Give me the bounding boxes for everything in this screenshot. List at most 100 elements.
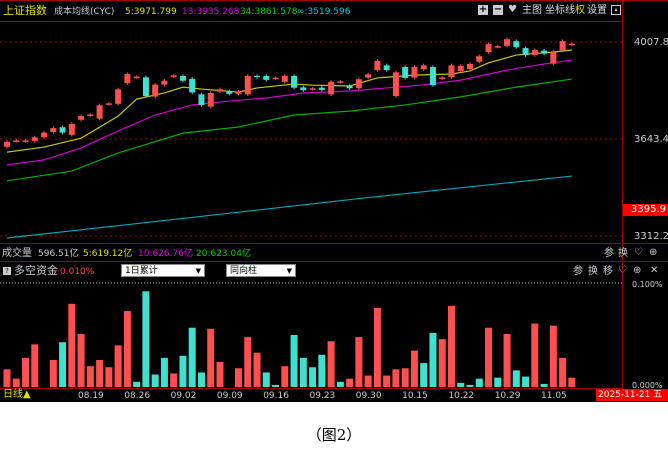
volume-heart-icon[interactable]: ♡ [634,247,643,258]
date-tick-label: 09.02 [170,391,197,401]
volume-switch-button[interactable]: 换 [618,248,628,259]
fund-bar [355,337,363,387]
rights-button[interactable]: 权 [575,5,585,16]
fund-switch-button[interactable]: 换 [588,266,598,277]
fund-bar [299,357,307,387]
date-tick-label: 08.19 [78,391,104,401]
bar-mode-select-value: 同向柱 [230,266,258,276]
candlestick [244,74,251,97]
fund-bar [77,333,85,387]
candlestick [31,135,38,143]
candle-body [541,50,548,54]
candlestick [300,85,307,92]
volume-zoom-icon[interactable]: ⊕ [649,247,658,258]
fund-axis-bottom: 0.000% [632,381,663,390]
candle-body [383,65,390,71]
candle-body [216,89,223,92]
fund-divider [0,261,668,262]
fund-bar [59,342,67,387]
candlestick [235,89,242,96]
volume-value: 596.51亿 [38,249,79,259]
candle-body [504,39,511,46]
fund-bar [485,327,493,387]
candle-body [189,78,196,93]
fund-bar [68,303,76,387]
price-chart[interactable] [0,0,622,243]
candlestick [68,122,75,137]
fund-bar [105,367,113,387]
candlestick [476,54,483,64]
candle-body [522,48,529,56]
fund-bar [123,311,131,387]
fund-bar [86,366,94,387]
candlestick [4,140,10,149]
period-button[interactable]: 日线▲ [3,389,31,400]
fund-params-button[interactable]: 参 [573,266,583,277]
candle-body [152,84,159,97]
date-tick-label: 09.16 [263,391,289,401]
zoom-out-button[interactable]: − [493,4,503,15]
accumulate-select[interactable]: 1日累计 ▼ [121,264,205,277]
fund-bar [401,368,409,387]
indicator-name[interactable]: 成本均线(CYC) [54,7,115,17]
candle-body [31,137,38,141]
weekday: 五 [653,390,663,400]
fund-bar [179,355,187,387]
volume-params-button[interactable]: 参 [604,248,614,259]
fund-bar [549,325,557,387]
fund-bar [457,382,465,387]
fund-zoom-icon[interactable]: ⊕ [633,265,642,276]
date-tick-label: 10.22 [448,391,475,401]
settings-button[interactable]: 设置 [587,5,607,16]
main-chart-button[interactable]: 主图 [522,5,542,16]
candle-body [59,127,66,133]
fund-bar [466,384,474,387]
ma-inf-line [6,175,572,239]
candle-body [96,105,103,119]
help-icon[interactable]: ? [3,267,11,275]
fund-bar [244,337,252,387]
fund-bar [281,366,289,387]
fund-bar [503,333,511,387]
candle-body [4,141,10,147]
candlestick [105,102,112,106]
date-tick-label: 08.26 [124,391,151,401]
fund-bar [429,332,437,387]
candle-body [41,132,48,138]
candlestick [531,48,538,57]
favorite-heart-icon[interactable]: ♥ [508,4,517,15]
candle-body [346,86,353,89]
candlestick [337,80,344,84]
price-label-bottom: 3312.2 [634,231,668,242]
candle-body [235,91,242,94]
fund-bar [216,362,224,387]
axis-line-button[interactable]: 坐标线 [545,5,575,16]
fund-close-icon[interactable]: ✕ [650,265,659,276]
price-label-top: 4007.8 [634,37,668,48]
expand-icon[interactable]: ▴ [611,5,621,15]
candlestick [504,37,511,48]
bar-mode-select[interactable]: 同向柱 ▼ [226,264,296,277]
fund-bar-chart[interactable] [0,0,622,400]
fund-axis-top: 0.100% [632,280,663,289]
fund-bar [522,376,530,387]
fund-heart-icon[interactable]: ♡ [618,265,627,276]
candlestick [420,63,427,71]
fund-bar [559,357,567,387]
candle-body [78,116,85,120]
fund-bar [373,307,381,387]
fund-bar [568,377,576,387]
fund-move-button[interactable]: 移 [603,266,613,277]
candle-body [448,65,455,78]
candlestick [550,50,557,66]
candlestick [179,74,186,83]
dropdown-arrow-icon: ▼ [286,267,292,275]
fund-bar [447,305,455,387]
candlestick [207,91,214,109]
index-name[interactable]: 上证指数 [3,4,47,17]
fund-bar [438,339,446,387]
candlestick [133,75,140,79]
volume-label: 成交量 [2,248,32,259]
zoom-in-button[interactable]: + [478,4,488,15]
dropdown-arrow-icon: ▼ [195,267,201,275]
